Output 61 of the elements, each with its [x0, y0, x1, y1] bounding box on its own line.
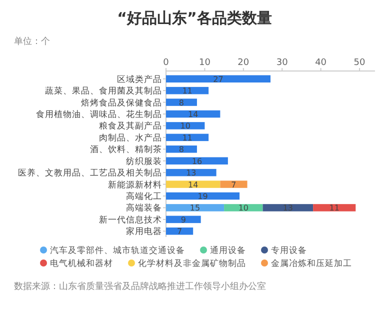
x-tick-label: 20	[238, 58, 250, 68]
data-label: 10	[238, 204, 248, 213]
y-tick-label: 新一代信息技术	[99, 214, 162, 226]
legend-label: 电气机械和器材	[50, 258, 113, 269]
data-label: 16	[192, 156, 202, 166]
data-label: 8	[178, 145, 184, 154]
y-tick-label: 家用电器	[126, 226, 162, 238]
legend-label: 化学材料及非金属矿物制品	[138, 258, 246, 269]
legend-label: 通用设备	[210, 245, 246, 256]
data-label: 27	[213, 74, 224, 84]
data-label: 11	[182, 133, 192, 142]
bar	[166, 157, 228, 164]
bar	[166, 192, 240, 200]
x-tick-label: 10	[198, 58, 211, 68]
y-tick-label: 新能源新材料	[108, 179, 162, 190]
bar	[166, 180, 220, 188]
data-label: 10	[180, 122, 190, 131]
data-label: 15	[190, 204, 200, 213]
chart-title: “好品山东”各品类数量	[117, 9, 272, 27]
data-label: 8	[178, 98, 184, 108]
bar	[166, 216, 201, 224]
y-tick-label: 粮食及其副产品	[99, 120, 162, 132]
y-tick-label: 纺织服装	[126, 156, 162, 167]
data-label: 13	[186, 168, 196, 178]
bar	[224, 204, 263, 212]
y-tick-label: 食用植物油、调味品、花生制品	[36, 109, 162, 120]
data-label: 19	[198, 192, 208, 201]
bar	[166, 122, 205, 130]
x-tick-label: 50	[354, 58, 366, 68]
y-tick-label: 肉制品、水产品	[99, 132, 162, 144]
data-label: 9	[180, 215, 186, 224]
data-label: 11	[182, 86, 192, 96]
data-label: 14	[188, 110, 198, 119]
data-label: 11	[329, 204, 340, 213]
data-label: 14	[188, 180, 198, 190]
y-tick-label: 酒、饮料、精制茶	[90, 144, 162, 156]
legend-label: 金属冶炼和压延加工	[271, 258, 352, 269]
y-tick-label: 医养、文教用品、工艺品及相关制品	[18, 168, 162, 179]
bar	[313, 204, 356, 212]
x-tick-label: 30	[276, 58, 288, 68]
y-tick-label: 高端装备	[126, 202, 162, 214]
legend-label: 专用设备	[271, 245, 307, 256]
bar	[166, 204, 224, 212]
y-tick-label: 蔬菜、果品、食用菌及其制品	[45, 86, 162, 97]
data-label: 7	[231, 180, 236, 190]
bar	[166, 146, 197, 153]
y-tick-label: 高端化工	[126, 191, 162, 202]
source-note: 数据来源：山东省质量强省及品牌战略推进工作领导小组办公室	[14, 281, 266, 292]
bar	[166, 228, 194, 235]
bar	[220, 180, 248, 188]
data-label: 13	[282, 204, 294, 213]
x-tick-label: 40	[315, 58, 327, 68]
legend-label: 汽车及零部件、城市轨道交通设备	[50, 245, 185, 256]
y-tick-label: 焙烤食品及保健食品	[81, 97, 162, 108]
x-tick-label: 0	[163, 58, 170, 68]
bar	[166, 75, 270, 82]
y-tick-label: 区域类产品	[117, 74, 162, 85]
bar	[262, 204, 314, 212]
bar	[166, 98, 197, 106]
data-label: 7	[177, 227, 182, 236]
text: 单位：个	[14, 36, 50, 47]
